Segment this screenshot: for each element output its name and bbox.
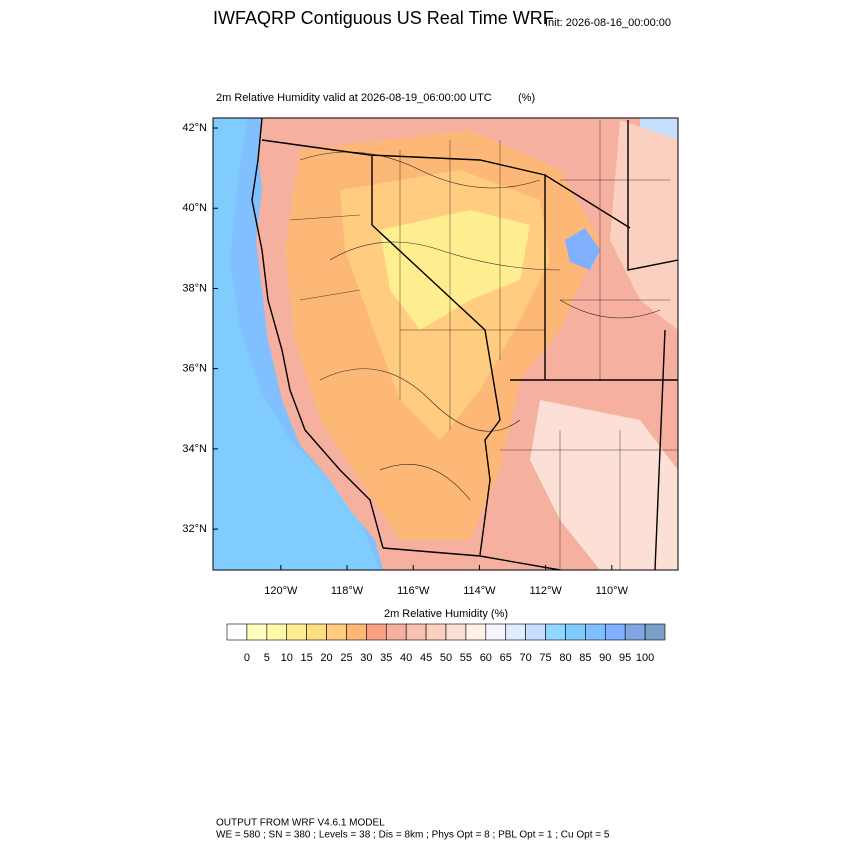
y-tick-label: 38°N bbox=[182, 282, 207, 294]
colorbar-box bbox=[485, 623, 507, 641]
colorbar-label: 80 bbox=[559, 652, 571, 664]
init-time: Init: 2026-08-16_00:00:00 bbox=[545, 17, 671, 29]
state-border bbox=[261, 139, 631, 229]
colorbar-box bbox=[306, 623, 327, 641]
colorbar-label: 35 bbox=[380, 652, 392, 664]
colorbar-box bbox=[326, 623, 347, 641]
colorbar-box bbox=[246, 623, 268, 641]
colorbar-box bbox=[644, 623, 666, 641]
colorbar-box bbox=[465, 623, 487, 641]
colorbar-label: 55 bbox=[460, 652, 472, 664]
colorbar-label: 100 bbox=[636, 652, 654, 664]
colorbar-box bbox=[445, 623, 467, 641]
title: IWFAQRP Contiguous US Real Time WRF bbox=[213, 8, 554, 28]
colorbar-box bbox=[405, 623, 427, 641]
driest-region bbox=[380, 210, 530, 330]
colorbar-box bbox=[525, 623, 546, 641]
colorbar-label: 95 bbox=[619, 652, 631, 664]
colorbar-box bbox=[585, 623, 606, 641]
county-lines bbox=[289, 120, 678, 570]
colorbar-label: 50 bbox=[440, 652, 452, 664]
x-tick-label: 112°W bbox=[529, 585, 562, 597]
colorbar-box bbox=[385, 623, 407, 641]
map-field bbox=[213, 118, 678, 570]
x-tick-label: 118°W bbox=[331, 585, 364, 597]
colorbar-label: 60 bbox=[480, 652, 492, 664]
colorbar-box bbox=[286, 623, 307, 641]
colorbar-box bbox=[505, 623, 526, 641]
map-axes: 120°W 118°W 116°W 114°W 112°W 110°W 32°N 34°N 36… bbox=[182, 122, 628, 597]
colorbar-label: 85 bbox=[579, 652, 591, 664]
colorbar-box bbox=[425, 623, 447, 641]
y-tick-label: 42°N bbox=[182, 122, 207, 134]
colorbar-box bbox=[545, 623, 566, 641]
colorbar: 0 5 10 15 20 25 30 35 40 45 50 55 60 65 70 75 80 85 90 95 10… bbox=[226, 623, 666, 664]
state-border bbox=[510, 175, 678, 381]
colorbar-label: 40 bbox=[400, 652, 412, 664]
x-tick-label: 110°W bbox=[596, 585, 629, 597]
x-tick-label: 114°W bbox=[463, 585, 496, 597]
state-border bbox=[371, 155, 501, 556]
colorbar-label: 45 bbox=[420, 652, 432, 664]
map-frame bbox=[212, 117, 679, 571]
colorbar-box bbox=[624, 623, 646, 641]
contour bbox=[299, 151, 661, 501]
colorbar-label: 70 bbox=[520, 652, 532, 664]
subtitle: 2m Relative Humidity valid at 2026-08-19… bbox=[216, 92, 492, 104]
moist-region bbox=[610, 120, 678, 330]
y-tick-label: 36°N bbox=[182, 363, 207, 375]
colorbar-label: 65 bbox=[500, 652, 512, 664]
lake bbox=[565, 228, 600, 270]
colorbar-label: 15 bbox=[301, 652, 313, 664]
ocean-near bbox=[213, 118, 380, 570]
x-tick-label: 116°W bbox=[397, 585, 430, 597]
state-border bbox=[654, 329, 666, 570]
y-tick-label: 34°N bbox=[182, 443, 207, 455]
coastline bbox=[251, 118, 384, 549]
y-tick-label: 40°N bbox=[182, 202, 207, 214]
colorbar-title: 2m Relative Humidity (%) bbox=[384, 608, 508, 620]
colorbar-box bbox=[266, 623, 288, 641]
x-tick-label: 120°W bbox=[264, 585, 298, 597]
colorbar-box bbox=[346, 623, 367, 641]
colorbar-label: 30 bbox=[360, 652, 372, 664]
footer-line: WE = 580 ; SN = 380 ; Levels = 38 ; Dis … bbox=[216, 830, 610, 841]
colorbar-label: 90 bbox=[599, 652, 611, 664]
colorbar-box bbox=[366, 623, 387, 641]
y-tick-label: 32°N bbox=[182, 523, 207, 535]
mexico-border bbox=[382, 547, 561, 570]
colorbar-label: 10 bbox=[281, 652, 293, 664]
colorbar-label: 75 bbox=[539, 652, 551, 664]
colorbar-box bbox=[604, 623, 626, 641]
colorbar-label: 5 bbox=[264, 652, 270, 664]
moist-region bbox=[530, 400, 678, 570]
units: (%) bbox=[518, 92, 535, 104]
colorbar-box bbox=[565, 623, 586, 641]
colorbar-label: 0 bbox=[244, 652, 250, 664]
footer-line: OUTPUT FROM WRF V4.6.1 MODEL bbox=[216, 818, 385, 829]
state-border bbox=[627, 120, 678, 271]
colorbar-box bbox=[226, 623, 248, 641]
colorbar-label: 20 bbox=[320, 652, 332, 664]
colorbar-label: 25 bbox=[340, 652, 352, 664]
